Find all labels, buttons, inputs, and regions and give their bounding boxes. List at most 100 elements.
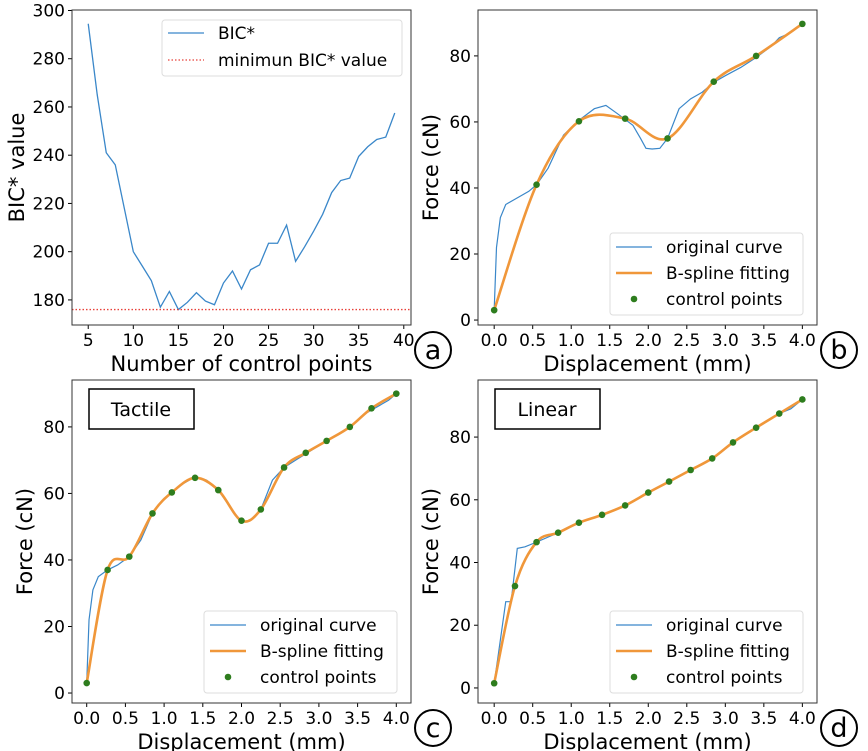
control-point — [799, 20, 806, 28]
x-axis-label: Displacement (mm) — [543, 730, 751, 751]
control-point — [687, 466, 694, 474]
panel-b: 0.0 0.5 1.0 1.5 2.0 2.5 3.0 3.5 4.0 0 20 40 60 80 Disp… — [419, 9, 858, 376]
x-tick-label: 0.5 — [112, 709, 139, 729]
plot-area — [72, 23, 411, 311]
y-tick-label: 300 — [33, 1, 65, 21]
y-tick-label: 80 — [449, 428, 471, 448]
legend-box — [203, 610, 398, 694]
control-point — [621, 502, 629, 509]
control-point — [664, 135, 671, 142]
y-axis-label: Force (cN) — [13, 488, 37, 595]
x-tick-label: 3.5 — [750, 709, 777, 729]
control-point — [490, 306, 498, 314]
y-tick-label: 20 — [43, 617, 65, 637]
legend: original curve B-spline fitting control po… — [203, 610, 398, 694]
control-point — [752, 52, 760, 60]
legend-label-original: original curve — [666, 616, 783, 636]
x-tick-label: 25 — [258, 331, 280, 351]
x-tick-label: 10 — [122, 331, 144, 351]
x-tick-label: 3.5 — [750, 331, 777, 351]
title-box-label: Tactile — [110, 399, 171, 421]
panel-label-circle — [820, 331, 858, 369]
legend-label-points: control points — [260, 668, 377, 688]
x-tick-label: 0.0 — [481, 709, 508, 729]
x-tick-label: 5 — [83, 331, 94, 351]
control-point — [368, 404, 375, 412]
x-tick-label: 3.0 — [712, 709, 739, 729]
axes-frame — [477, 9, 818, 326]
y-tick-label: 200 — [33, 243, 65, 263]
y-tick-label: 80 — [449, 47, 471, 67]
control-point — [621, 115, 629, 122]
y-tick-label: 240 — [33, 146, 65, 166]
x-tick-label: 4.0 — [789, 709, 816, 729]
panel-c: 0.0 0.5 1.0 1.5 2.0 2.5 3.0 3.5 4.0 0 20 40 60 80 Disp… — [13, 379, 452, 751]
x-tick-label: 1.5 — [596, 709, 623, 729]
y-tick-label: 20 — [449, 616, 471, 636]
y-tick-label: 80 — [43, 418, 65, 438]
control-point — [598, 511, 606, 519]
y-tick-label: 40 — [43, 551, 65, 571]
legend-label-points: control points — [666, 290, 783, 310]
control-point — [511, 582, 519, 590]
title-box — [88, 388, 195, 430]
legend-label-bic: BIC* — [218, 24, 255, 44]
x-tick-label: 0.5 — [519, 331, 546, 351]
control-point — [149, 510, 156, 517]
control-point — [83, 679, 91, 687]
y-tick-label: 40 — [449, 179, 471, 199]
x-tick-label: 3.0 — [712, 331, 739, 351]
axes-frame — [71, 379, 412, 704]
panel-a: 5 10 15 20 25 30 35 40 180 200 220 240 260 280 300 Numb… — [5, 1, 452, 376]
x-tick-label: 2.0 — [635, 709, 662, 729]
control-point — [104, 566, 111, 574]
plot-area — [490, 20, 806, 314]
axes-frame — [71, 9, 412, 326]
legend-box — [609, 232, 804, 316]
y-tick-label: 0 — [460, 311, 471, 331]
control-point — [125, 553, 133, 560]
legend-swatch-points — [630, 295, 638, 303]
x-tick-label: 4.0 — [789, 331, 816, 351]
x-tick-label: 1.0 — [558, 709, 585, 729]
x-tick-label: 4.0 — [383, 709, 410, 729]
x-tick-label: 1.0 — [151, 709, 178, 729]
x-tick-label: 40 — [393, 331, 415, 351]
control-point — [323, 437, 330, 445]
y-tick-label: 280 — [33, 50, 65, 70]
x-axis-label: Number of control points — [111, 352, 373, 376]
x-tick-label: 30 — [303, 331, 325, 351]
panel-label-circle — [820, 709, 858, 747]
plot-area — [83, 390, 400, 687]
y-tick-label: 180 — [33, 291, 65, 311]
x-tick-label: 1.5 — [189, 709, 216, 729]
x-tick-label: 2.5 — [267, 709, 294, 729]
legend-swatch-points — [224, 673, 232, 681]
legend-swatch-points — [630, 673, 638, 681]
control-point — [554, 529, 562, 537]
y-axis-label: Force (cN) — [419, 114, 443, 221]
control-point — [752, 424, 760, 431]
legend: BIC* minimun BIC* value — [161, 19, 403, 77]
control-point — [533, 181, 540, 188]
control-point — [775, 410, 783, 417]
control-point — [575, 117, 583, 125]
control-point — [710, 78, 718, 85]
control-point — [238, 517, 245, 525]
control-point — [346, 423, 354, 431]
x-tick-label: 3.5 — [344, 709, 371, 729]
panel-label: d — [830, 713, 847, 744]
legend-label-points: control points — [666, 668, 783, 688]
control-point — [729, 439, 737, 446]
x-tick-label: 2.5 — [673, 331, 700, 351]
control-point — [665, 478, 673, 485]
legend-box — [161, 19, 403, 77]
plot-area — [490, 396, 806, 687]
x-tick-label: 0.0 — [481, 331, 508, 351]
y-axis-label: BIC* value — [5, 113, 29, 223]
x-axis-label: Displacement (mm) — [543, 352, 751, 376]
y-axis-label: Force (cN) — [419, 488, 443, 595]
y-tick-label: 60 — [449, 491, 471, 511]
x-tick-label: 1.5 — [596, 331, 623, 351]
y-tick-label: 260 — [33, 98, 65, 118]
